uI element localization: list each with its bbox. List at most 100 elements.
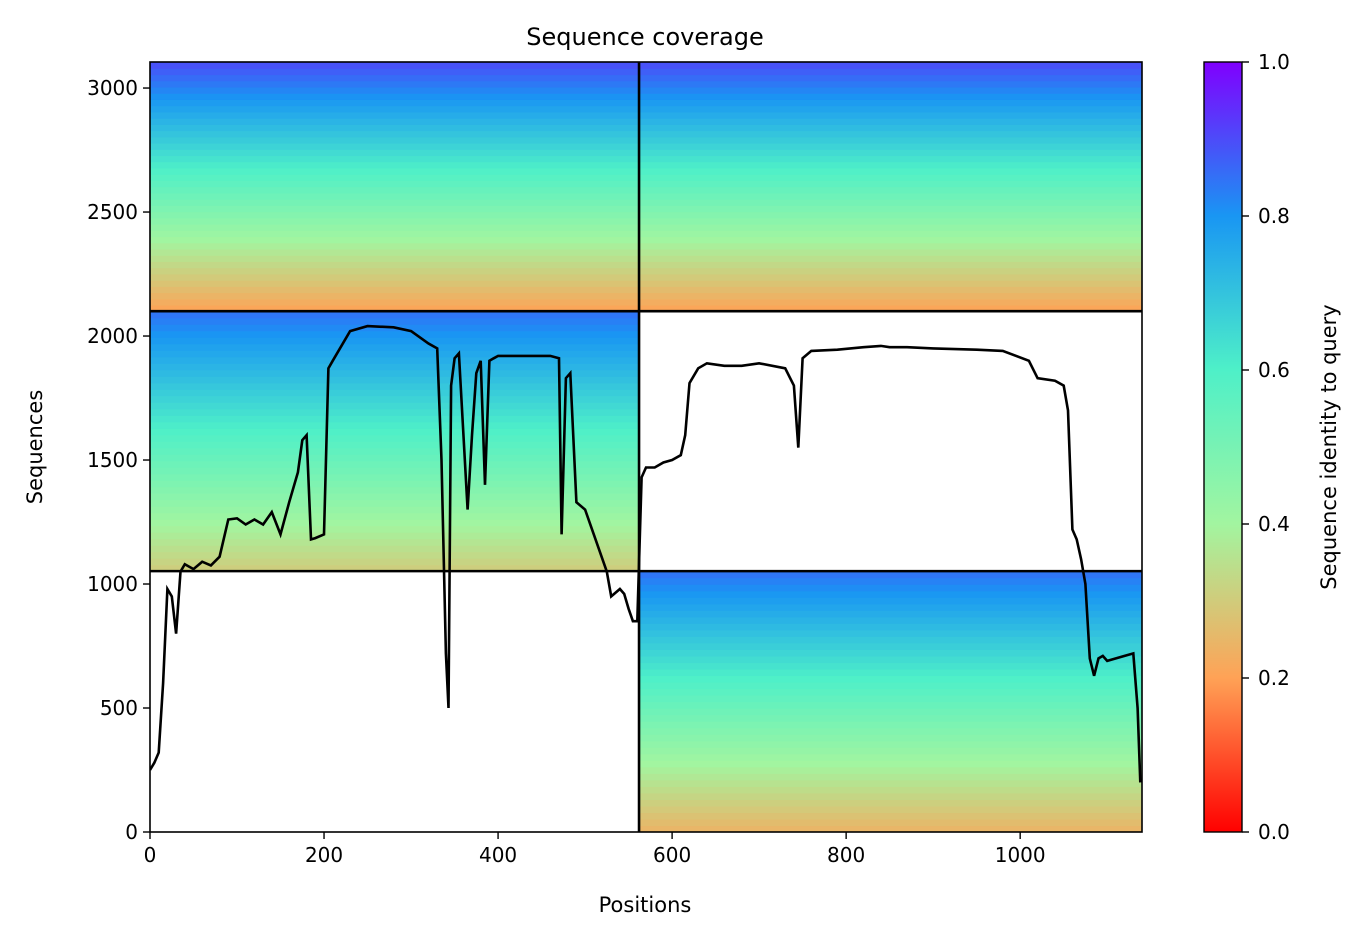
- identity-band: [639, 766, 1142, 774]
- identity-band: [150, 248, 1142, 256]
- identity-blocks: [150, 62, 1142, 832]
- identity-band: [150, 192, 1142, 200]
- identity-band: [150, 376, 640, 384]
- y-tick-label: 2000: [87, 324, 138, 348]
- colorbar-tick-label: 0.8: [1258, 204, 1290, 228]
- colorbar-tick-label: 0.2: [1258, 666, 1290, 690]
- identity-band: [639, 681, 1142, 690]
- y-tick-label: 1500: [87, 448, 138, 472]
- identity-band: [639, 655, 1142, 664]
- x-tick-label: 1000: [995, 843, 1046, 867]
- identity-band: [639, 577, 1142, 585]
- identity-band: [150, 486, 640, 494]
- identity-band: [150, 298, 1142, 306]
- identity-band: [150, 551, 640, 559]
- identity-band: [150, 211, 1142, 219]
- plot-frame: [149, 61, 1143, 833]
- identity-band: [150, 441, 640, 449]
- identity-band: [639, 668, 1142, 677]
- identity-band: [150, 356, 640, 364]
- identity-band: [150, 363, 640, 371]
- identity-band: [150, 111, 1142, 119]
- identity-band: [150, 86, 1142, 94]
- identity-band: [150, 62, 1142, 69]
- identity-band: [150, 493, 640, 501]
- y-axis-ticks: 0 500 1000 1500 2000 2500 3000: [87, 76, 150, 844]
- colorbar-ticks: 0.0 0.2 0.4 0.6 0.8 1.0: [1242, 50, 1290, 844]
- identity-band: [150, 286, 1142, 294]
- identity-band: [150, 273, 1142, 281]
- colorbar-tick-label: 0.6: [1258, 358, 1290, 382]
- identity-band: [150, 124, 1142, 132]
- identity-band: [639, 799, 1142, 807]
- identity-band: [150, 161, 1142, 169]
- identity-band: [150, 447, 640, 455]
- identity-band: [150, 186, 1142, 194]
- identity-band: [639, 675, 1142, 683]
- identity-band: [639, 714, 1142, 722]
- identity-band: [150, 93, 1142, 100]
- identity-band: [150, 142, 1142, 150]
- identity-band: [150, 337, 640, 345]
- identity-band: [150, 180, 1142, 188]
- identity-band: [150, 421, 640, 429]
- identity-band: [150, 434, 640, 442]
- identity-band: [639, 721, 1142, 729]
- identity-band: [150, 395, 640, 403]
- identity-band: [150, 199, 1142, 206]
- identity-band: [639, 747, 1142, 755]
- identity-band: [150, 261, 1142, 269]
- identity-band: [639, 662, 1142, 670]
- identity-band: [150, 473, 640, 481]
- identity-band: [150, 369, 640, 377]
- identity-band: [639, 792, 1142, 800]
- chart-title: Sequence coverage: [526, 23, 763, 51]
- identity-band: [150, 415, 640, 423]
- identity-band: [150, 149, 1142, 157]
- x-axis-ticks: 0 200 400 600 800 1000: [144, 832, 1046, 867]
- identity-band: [150, 205, 1142, 213]
- identity-band: [639, 727, 1142, 735]
- identity-band: [150, 317, 640, 325]
- identity-band: [150, 564, 640, 572]
- identity-band: [639, 753, 1142, 761]
- chain-boundary-lines: [150, 62, 1142, 832]
- identity-band: [639, 610, 1142, 618]
- identity-band: [150, 155, 1142, 163]
- x-axis-label: Positions: [599, 893, 692, 917]
- x-tick-label: 400: [479, 843, 517, 867]
- identity-band: [150, 223, 1142, 231]
- colorbar: [1203, 61, 1243, 833]
- identity-band: [639, 642, 1142, 650]
- identity-band: [639, 740, 1142, 748]
- identity-band: [639, 629, 1142, 637]
- identity-band: [150, 280, 1142, 287]
- identity-band: [150, 242, 1142, 250]
- identity-band: [150, 292, 1142, 300]
- identity-band: [150, 506, 640, 514]
- y-tick-label: 2500: [87, 200, 138, 224]
- coverage-line: [150, 324, 1142, 783]
- identity-band: [150, 499, 640, 507]
- x-tick-label: 600: [653, 843, 691, 867]
- x-tick-label: 800: [827, 843, 865, 867]
- y-tick-label: 3000: [87, 76, 138, 100]
- colorbar-tick-label: 0.0: [1258, 820, 1290, 844]
- identity-block-0: [150, 311, 640, 572]
- colorbar-tick-label: 0.4: [1258, 512, 1290, 536]
- identity-block-1: [639, 571, 1142, 832]
- identity-band: [150, 236, 1142, 244]
- colorbar-label: Sequence identity to query: [1317, 304, 1341, 589]
- identity-band: [639, 805, 1142, 814]
- identity-band: [639, 695, 1142, 703]
- x-tick-label: 200: [305, 843, 343, 867]
- identity-band: [639, 701, 1142, 709]
- identity-band: [150, 480, 640, 488]
- identity-band: [150, 80, 1142, 88]
- identity-band: [150, 538, 640, 546]
- identity-band: [639, 623, 1142, 631]
- identity-band: [639, 825, 1142, 832]
- identity-band: [150, 167, 1142, 175]
- identity-band: [639, 584, 1142, 592]
- colorbar-tick-label: 1.0: [1258, 50, 1290, 74]
